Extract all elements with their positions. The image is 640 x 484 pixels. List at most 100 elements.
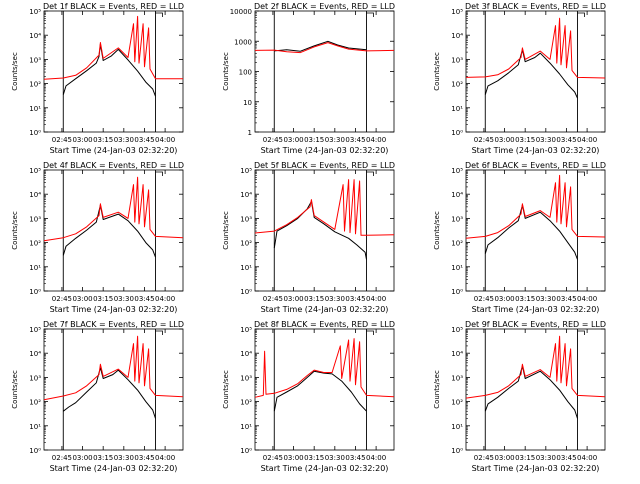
y-tick-label: 10⁵: [29, 8, 41, 16]
x-tick-label: 04:00: [366, 136, 386, 144]
x-tick-label: 03:15: [93, 136, 113, 144]
chart-title: Det 9f BLACK = Events, RED = LLD: [465, 320, 606, 329]
x-tick-label: 03:30: [536, 454, 556, 462]
chart-panel-3: Det 3f BLACK = Events, RED = LLD Counts/s…: [433, 2, 606, 155]
x-tick-label: 04:00: [577, 295, 597, 303]
y-axis-label: Counts/sec: [433, 211, 441, 250]
x-tick-label: 04:00: [577, 454, 597, 462]
y-tick-label: 1000: [234, 38, 252, 46]
marker-flag: [155, 171, 163, 176]
x-tick-label: 03:30: [325, 295, 345, 303]
chart-title: Det 1f BLACK = Events, RED = LLD: [43, 2, 184, 11]
y-tick-label: 10²: [29, 399, 41, 407]
x-tick-label: 02:45: [263, 136, 283, 144]
y-tick-label: 10³: [29, 215, 41, 223]
y-tick-label: 10¹: [451, 264, 463, 272]
series-line-lld: [254, 42, 395, 54]
chart-panel-6: Det 6f BLACK = Events, RED = LLD Counts/s…: [433, 161, 606, 314]
x-tick-label: 03:15: [515, 136, 535, 144]
x-tick-label: 03:45: [134, 454, 154, 462]
y-tick-label: 10⁴: [29, 191, 41, 199]
chart-panel-9: Det 9f BLACK = Events, RED = LLD Counts/s…: [433, 320, 606, 473]
x-tick-label: 03:00: [283, 295, 303, 303]
x-tick-label: 04:00: [155, 295, 175, 303]
x-tick-label: 03:45: [556, 295, 576, 303]
x-tick-label: 02:45: [263, 295, 283, 303]
y-tick-label: 10²: [240, 240, 252, 248]
y-tick-label: 1: [248, 129, 252, 137]
y-tick-label: 10⁵: [451, 8, 463, 16]
y-tick-label: 100: [239, 69, 252, 77]
chart-panel-8: Det 8f BLACK = Events, RED = LLD Counts/s…: [222, 320, 395, 473]
chart-title: Det 6f BLACK = Events, RED = LLD: [465, 161, 606, 170]
y-tick-label: 10¹: [451, 105, 463, 113]
y-tick-label: 10⁴: [240, 191, 252, 199]
series-line-lld: [254, 338, 395, 398]
y-tick-label: 10⁵: [29, 167, 41, 175]
x-tick-label: 03:00: [494, 295, 514, 303]
chart-title: Det 3f BLACK = Events, RED = LLD: [465, 2, 606, 11]
y-axis-label: Counts/sec: [11, 211, 19, 250]
y-tick-label: 10¹: [29, 264, 41, 272]
x-tick-label: 03:00: [283, 454, 303, 462]
y-tick-label: 10³: [451, 56, 463, 64]
x-tick-label: 03:45: [345, 454, 365, 462]
series-line-lld: [43, 335, 184, 401]
x-tick-label: 03:00: [494, 136, 514, 144]
x-axis-label: Start Time (24-Jan-03 02:32:20): [472, 464, 600, 473]
series-line-lld: [465, 174, 606, 239]
y-tick-label: 10⁴: [29, 32, 41, 40]
series-line-lld: [43, 176, 184, 242]
x-tick-label: 03:00: [283, 136, 303, 144]
x-tick-label: 04:00: [366, 454, 386, 462]
plot-frame: [254, 10, 395, 133]
y-tick-label: 10⁵: [240, 167, 252, 175]
x-tick-label: 03:15: [515, 295, 535, 303]
series-line-events: [274, 40, 367, 52]
chart-panel-2: Det 2f BLACK = Events, RED = LLD Counts/s…: [222, 2, 395, 155]
marker-flag: [366, 330, 374, 335]
chart-panel-1: Det 1f BLACK = Events, RED = LLD Counts/s…: [11, 2, 184, 155]
chart-title: Det 8f BLACK = Events, RED = LLD: [254, 320, 395, 329]
y-tick-label: 10²: [29, 240, 41, 248]
x-tick-label: 03:30: [536, 295, 556, 303]
plot-frame: [43, 169, 184, 292]
y-tick-label: 10⁰: [29, 129, 41, 137]
chart-panel-4: Det 4f BLACK = Events, RED = LLD Counts/s…: [11, 161, 184, 314]
y-tick-label: 10⁵: [29, 326, 41, 334]
series-line-events: [273, 201, 367, 260]
y-axis-label: Counts/sec: [433, 370, 441, 409]
series-line-events: [62, 367, 156, 419]
y-tick-label: 10⁴: [29, 350, 41, 358]
marker-flag: [366, 171, 374, 176]
chart-title: Det 5f BLACK = Events, RED = LLD: [254, 161, 395, 170]
series-line-events: [484, 204, 578, 260]
y-tick-label: 10⁰: [29, 447, 41, 455]
x-tick-label: 03:30: [325, 136, 345, 144]
y-tick-label: 10: [243, 99, 252, 107]
x-tick-label: 03:45: [345, 136, 365, 144]
marker-flag: [155, 330, 163, 335]
x-tick-label: 04:00: [577, 136, 597, 144]
y-tick-label: 10⁵: [451, 326, 463, 334]
y-tick-label: 10³: [29, 374, 41, 382]
x-tick-label: 03:00: [72, 454, 92, 462]
chart-title: Det 4f BLACK = Events, RED = LLD: [43, 161, 184, 170]
y-tick-label: 10000: [230, 8, 252, 16]
y-tick-label: 10⁰: [451, 288, 463, 296]
y-tick-label: 10³: [451, 374, 463, 382]
y-tick-label: 10¹: [240, 423, 252, 431]
y-tick-label: 10¹: [29, 423, 41, 431]
y-tick-label: 10²: [451, 240, 463, 248]
y-tick-label: 10²: [240, 399, 252, 407]
y-axis-label: Counts/sec: [11, 52, 19, 91]
series-line-events: [273, 370, 367, 412]
y-tick-label: 10⁴: [240, 350, 252, 358]
x-tick-label: 03:30: [325, 454, 345, 462]
series-line-lld: [43, 15, 183, 80]
chart-title: Det 7f BLACK = Events, RED = LLD: [43, 320, 184, 329]
x-tick-label: 02:45: [52, 454, 72, 462]
series-line-events: [62, 43, 156, 97]
marker-flag: [155, 12, 163, 17]
